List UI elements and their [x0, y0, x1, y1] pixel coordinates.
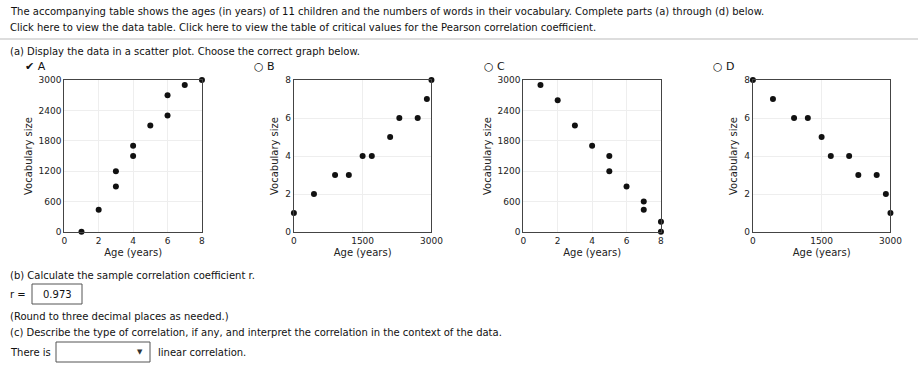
svg-text:3000: 3000 [39, 75, 62, 85]
svg-text:1500: 1500 [351, 236, 374, 246]
svg-text:Click here to view the data ta: Click here to view the data table. Click… [10, 22, 596, 33]
svg-text:1800: 1800 [498, 136, 521, 146]
svg-text:(a) Display the data in a scat: (a) Display the data in a scatter plot. … [10, 46, 360, 57]
svg-text:4: 4 [744, 151, 750, 161]
svg-text:2: 2 [555, 236, 561, 246]
svg-text:2400: 2400 [498, 106, 521, 116]
svg-text:600: 600 [503, 197, 520, 207]
svg-text:r =: r = [10, 289, 26, 300]
svg-text:○ C: ○ C [484, 60, 505, 73]
svg-text:4: 4 [589, 236, 595, 246]
svg-text:The accompanying table shows t: The accompanying table shows the ages (i… [10, 6, 764, 17]
svg-text:8: 8 [199, 236, 205, 246]
svg-text:1500: 1500 [810, 236, 833, 246]
svg-text:Age (years): Age (years) [563, 247, 621, 258]
svg-text:○ D: ○ D [713, 60, 735, 73]
svg-text:0: 0 [56, 227, 62, 237]
svg-text:(Round to three decimal places: (Round to three decimal places as needed… [10, 311, 229, 322]
svg-text:0: 0 [515, 227, 521, 237]
svg-text:There is: There is [10, 347, 51, 358]
svg-text:6: 6 [165, 236, 171, 246]
svg-text:0.973: 0.973 [43, 289, 72, 300]
svg-text:Age (years): Age (years) [793, 247, 851, 258]
svg-text:Vocabulary size: Vocabulary size [269, 117, 280, 195]
svg-text:✔ A: ✔ A [25, 60, 46, 73]
svg-text:linear correlation.: linear correlation. [158, 347, 246, 358]
svg-text:600: 600 [44, 197, 61, 207]
svg-text:3000: 3000 [879, 236, 902, 246]
svg-text:0: 0 [285, 227, 291, 237]
svg-text:0: 0 [744, 227, 750, 237]
svg-text:1200: 1200 [39, 166, 62, 176]
svg-text:6: 6 [285, 113, 291, 123]
svg-text:6: 6 [744, 113, 750, 123]
svg-text:(b) Calculate the sample corre: (b) Calculate the sample correlation coe… [10, 270, 255, 281]
svg-text:▼: ▼ [137, 348, 143, 356]
svg-text:Age (years): Age (years) [334, 247, 392, 258]
svg-text:0: 0 [750, 236, 756, 246]
svg-text:8: 8 [744, 75, 750, 85]
svg-text:4: 4 [285, 151, 291, 161]
svg-text:Age (years): Age (years) [104, 247, 162, 258]
svg-text:○ B: ○ B [254, 60, 275, 73]
svg-text:1200: 1200 [498, 166, 521, 176]
svg-text:2: 2 [96, 236, 102, 246]
svg-text:(c) Describe the type of corre: (c) Describe the type of correlation, if… [10, 327, 502, 338]
svg-text:1800: 1800 [39, 136, 62, 146]
svg-text:Vocabulary size: Vocabulary size [728, 117, 739, 195]
svg-text:6: 6 [624, 236, 630, 246]
svg-text:8: 8 [285, 75, 291, 85]
svg-text:2400: 2400 [39, 106, 62, 116]
svg-text:2: 2 [285, 189, 291, 199]
svg-text:0: 0 [520, 236, 526, 246]
svg-text:3000: 3000 [420, 236, 443, 246]
svg-text:Vocabulary size: Vocabulary size [482, 117, 493, 195]
svg-text:Vocabulary size: Vocabulary size [23, 117, 34, 195]
svg-text:0: 0 [291, 236, 297, 246]
svg-text:8: 8 [658, 236, 664, 246]
svg-text:3000: 3000 [498, 75, 521, 85]
svg-text:2: 2 [744, 189, 750, 199]
svg-text:4: 4 [130, 236, 136, 246]
svg-text:0: 0 [61, 236, 67, 246]
